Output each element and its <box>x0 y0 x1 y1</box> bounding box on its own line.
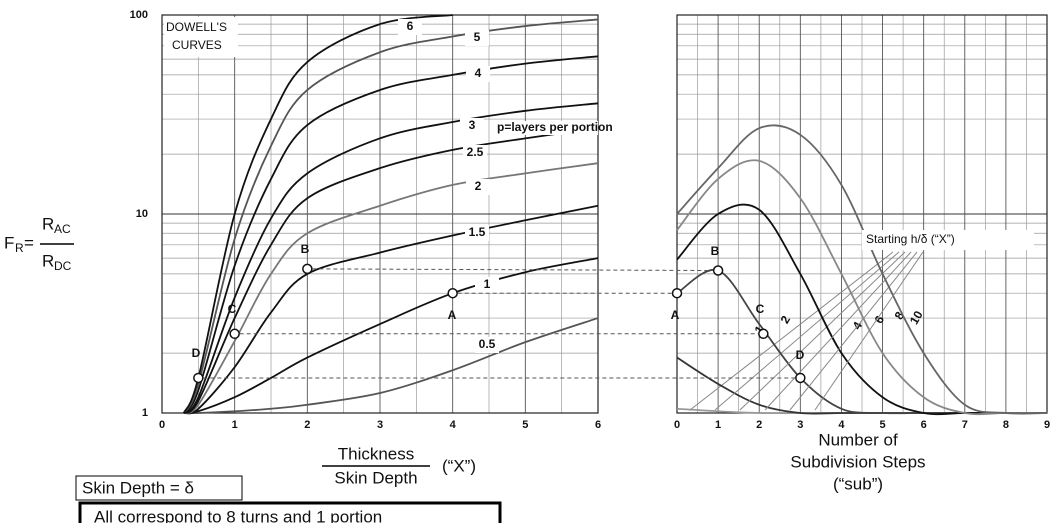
point-label: B <box>711 244 720 258</box>
correspond-note: All correspond to 8 turns and 1 portion <box>94 507 382 523</box>
y-tick-label: 100 <box>130 9 148 21</box>
note-bg <box>494 121 598 135</box>
fan-line <box>814 251 924 411</box>
curve <box>182 14 453 414</box>
point <box>758 328 769 340</box>
curve-label: 10 <box>907 308 926 327</box>
x-label: (“sub”) <box>833 474 883 493</box>
y-label-eq: = <box>24 233 34 252</box>
curve <box>183 55 599 414</box>
x-tick-label: 2 <box>304 419 310 431</box>
curve-label: 1 <box>484 277 491 291</box>
point <box>795 372 806 384</box>
point <box>712 265 724 276</box>
x-tick-label: 0 <box>159 419 165 431</box>
curve-label-bg <box>465 30 489 46</box>
x-tick-label: 9 <box>1044 419 1050 431</box>
y-label-den: R <box>42 251 54 270</box>
fan-line <box>714 251 900 411</box>
connector <box>312 268 714 272</box>
curve-label: 3 <box>469 118 476 132</box>
skin-depth-box <box>75 475 243 501</box>
curve-label: 2.5 <box>467 145 484 159</box>
y-tick-label: 10 <box>136 208 148 220</box>
curve-label-bg <box>475 337 499 353</box>
x-tick-label: 6 <box>595 419 601 431</box>
curve-label-bg <box>398 19 422 35</box>
x-tick-label: 4 <box>838 419 845 431</box>
curve-label: 1.5 <box>469 225 486 239</box>
curve-label-bg <box>475 277 499 293</box>
y-label-num-sub: AC <box>54 222 71 236</box>
curve <box>676 159 1047 416</box>
legend-title-bg <box>862 230 1034 250</box>
y-label: F <box>4 233 14 252</box>
x-label: Number of <box>818 430 898 449</box>
x-tick-label: 8 <box>1003 419 1009 431</box>
x-tick-label: 5 <box>879 419 885 431</box>
x-label-num: Thickness <box>338 444 415 463</box>
point-label: C <box>756 302 765 316</box>
fan-line <box>764 251 912 411</box>
legend-title: Starting h/δ (“X”) <box>866 232 955 246</box>
fan-line <box>739 251 906 411</box>
x-tick-label: 6 <box>921 419 927 431</box>
point-label: D <box>796 348 805 362</box>
point-label: C <box>228 302 237 316</box>
x-tick-label: 7 <box>962 419 968 431</box>
x-label: Subdivision Steps <box>790 452 925 471</box>
x-tick-label: 0 <box>674 419 680 431</box>
x-tick-label: 2 <box>756 419 762 431</box>
curve <box>183 127 599 414</box>
x-tick-label: 3 <box>377 419 383 431</box>
x-tick-label: 4 <box>450 419 457 431</box>
point <box>193 372 204 384</box>
y-label-sub: R <box>15 241 24 255</box>
y-label-den-sub: DC <box>54 259 72 273</box>
curve-label-bg <box>463 145 487 161</box>
x-tick-label: 3 <box>797 419 803 431</box>
plot-frame <box>161 14 599 414</box>
correspond-box <box>78 501 502 523</box>
fan-line <box>689 251 894 411</box>
point <box>671 287 683 299</box>
x-tick-label: 1 <box>232 419 238 431</box>
title-line: DOWELL'S <box>166 20 227 34</box>
curve-label: 2 <box>475 179 482 193</box>
curve-label-bg <box>466 66 490 82</box>
p-note: p=layers per portion <box>497 120 613 134</box>
curve-label-bg <box>460 118 484 134</box>
title-line: CURVES <box>172 38 222 52</box>
point-label: B <box>301 242 310 256</box>
y-label-num: R <box>42 214 54 233</box>
y-tick-label: 1 <box>142 407 148 419</box>
x-tick-label: 1 <box>715 419 721 431</box>
curve <box>183 317 599 415</box>
curve-label-bg <box>465 225 489 241</box>
skin-depth-note: Skin Depth = δ <box>82 478 194 497</box>
curve <box>183 102 599 414</box>
point-label: D <box>192 346 201 360</box>
x-label-den: Skin Depth <box>334 468 417 487</box>
curve-label-bg <box>466 179 490 195</box>
curve-label: 5 <box>474 30 481 44</box>
x-label-suffix: (“X”) <box>442 456 476 475</box>
curve-label: 4 <box>475 66 482 80</box>
point <box>447 287 458 299</box>
curve-label: 0.5 <box>479 337 496 351</box>
point <box>302 263 313 275</box>
title-bg <box>164 17 238 57</box>
point-label: A <box>671 308 680 322</box>
curve <box>183 162 599 414</box>
point <box>229 328 240 340</box>
fan-line <box>789 251 918 411</box>
curve <box>676 203 1047 416</box>
curve <box>183 257 599 414</box>
x-tick-label: 5 <box>522 419 528 431</box>
curve <box>182 18 599 414</box>
curve-label: 6 <box>407 19 414 33</box>
point-label: A <box>448 308 457 322</box>
